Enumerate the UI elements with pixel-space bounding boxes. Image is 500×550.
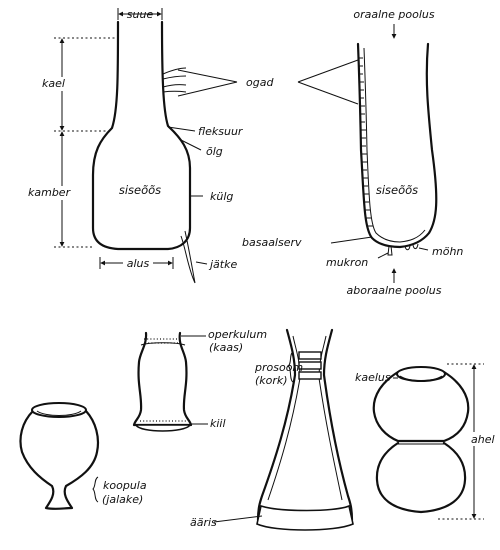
appendix-jatke [180, 230, 196, 284]
label-jalake: (jalake) [102, 493, 143, 506]
vesicle-copula-outline [19, 409, 100, 510]
label-jatke: jätke [208, 258, 237, 271]
vesicle-operculum-outline [132, 331, 193, 427]
vesicle-right-figure: oraalne poolus siseõõs basaalserv mukron… [242, 8, 463, 297]
spine-1 [162, 67, 187, 80]
vesicle-left-outline [91, 20, 192, 251]
vesicle-copula-aperture [31, 402, 87, 418]
mohn [404, 243, 419, 251]
label-basaalserv: basaalserv [242, 236, 302, 249]
label-siseoos-right: siseõõs [376, 183, 418, 197]
label-ahel: ahel [471, 433, 495, 446]
label-siseoos-left: siseõõs [119, 183, 161, 197]
label-kork: (kork) [255, 374, 288, 387]
chain-vesicle-1-collar [396, 366, 446, 382]
label-aaris: ääris [190, 516, 217, 529]
vesicle-operculum-figure: operkulum (kaas) kiil [132, 328, 267, 432]
label-kulg: külg [210, 190, 233, 203]
label-mohn: möhn [432, 245, 463, 258]
label-kaelus: kaelus [355, 371, 391, 384]
vesicle-chain-figure: kaelus ahel [355, 363, 498, 520]
label-kamber: kamber [28, 186, 72, 199]
vesicle-right-outline [356, 42, 438, 249]
label-suue: suue [127, 8, 154, 21]
label-kiil: kiil [210, 417, 226, 430]
label-mukron: mukron [326, 256, 368, 269]
prosome-plate-3 [298, 371, 322, 380]
prosome-plate-1 [298, 351, 322, 360]
ogad-leaders: ogad [177, 59, 359, 105]
vesicle-left-figure: suue kael kamber alus fleksuur õlg külg … [26, 8, 244, 284]
label-fleksuur: fleksuur [198, 125, 244, 138]
keel-kiil [134, 424, 192, 432]
vesicle-right-inner-wall [363, 47, 426, 243]
label-ogad: ogad [246, 76, 274, 89]
vesicle-copula-figure: koopula (jalake) [19, 402, 147, 510]
label-aboraalne-poolus: aboraalne poolus [347, 284, 442, 297]
spine-comb [358, 57, 373, 227]
label-prosoom: prosoom [254, 361, 303, 374]
chain-vesicle-2 [375, 441, 467, 514]
label-operkulum: operkulum [208, 328, 267, 341]
label-kael: kael [42, 77, 65, 90]
label-olg: õlg [206, 145, 223, 158]
vesicle-prosome-figure: prosoom (kork) ääris [190, 328, 354, 531]
label-koopula: koopula [103, 479, 147, 492]
label-kaas: (kaas) [209, 341, 243, 354]
label-oraalne-poolus: oraalne poolus [353, 8, 434, 21]
flange-aaris [256, 504, 354, 531]
mukron [387, 245, 393, 256]
spine-2 [162, 84, 187, 93]
label-alus: alus [127, 257, 150, 270]
prosome-plate-2 [298, 361, 322, 370]
